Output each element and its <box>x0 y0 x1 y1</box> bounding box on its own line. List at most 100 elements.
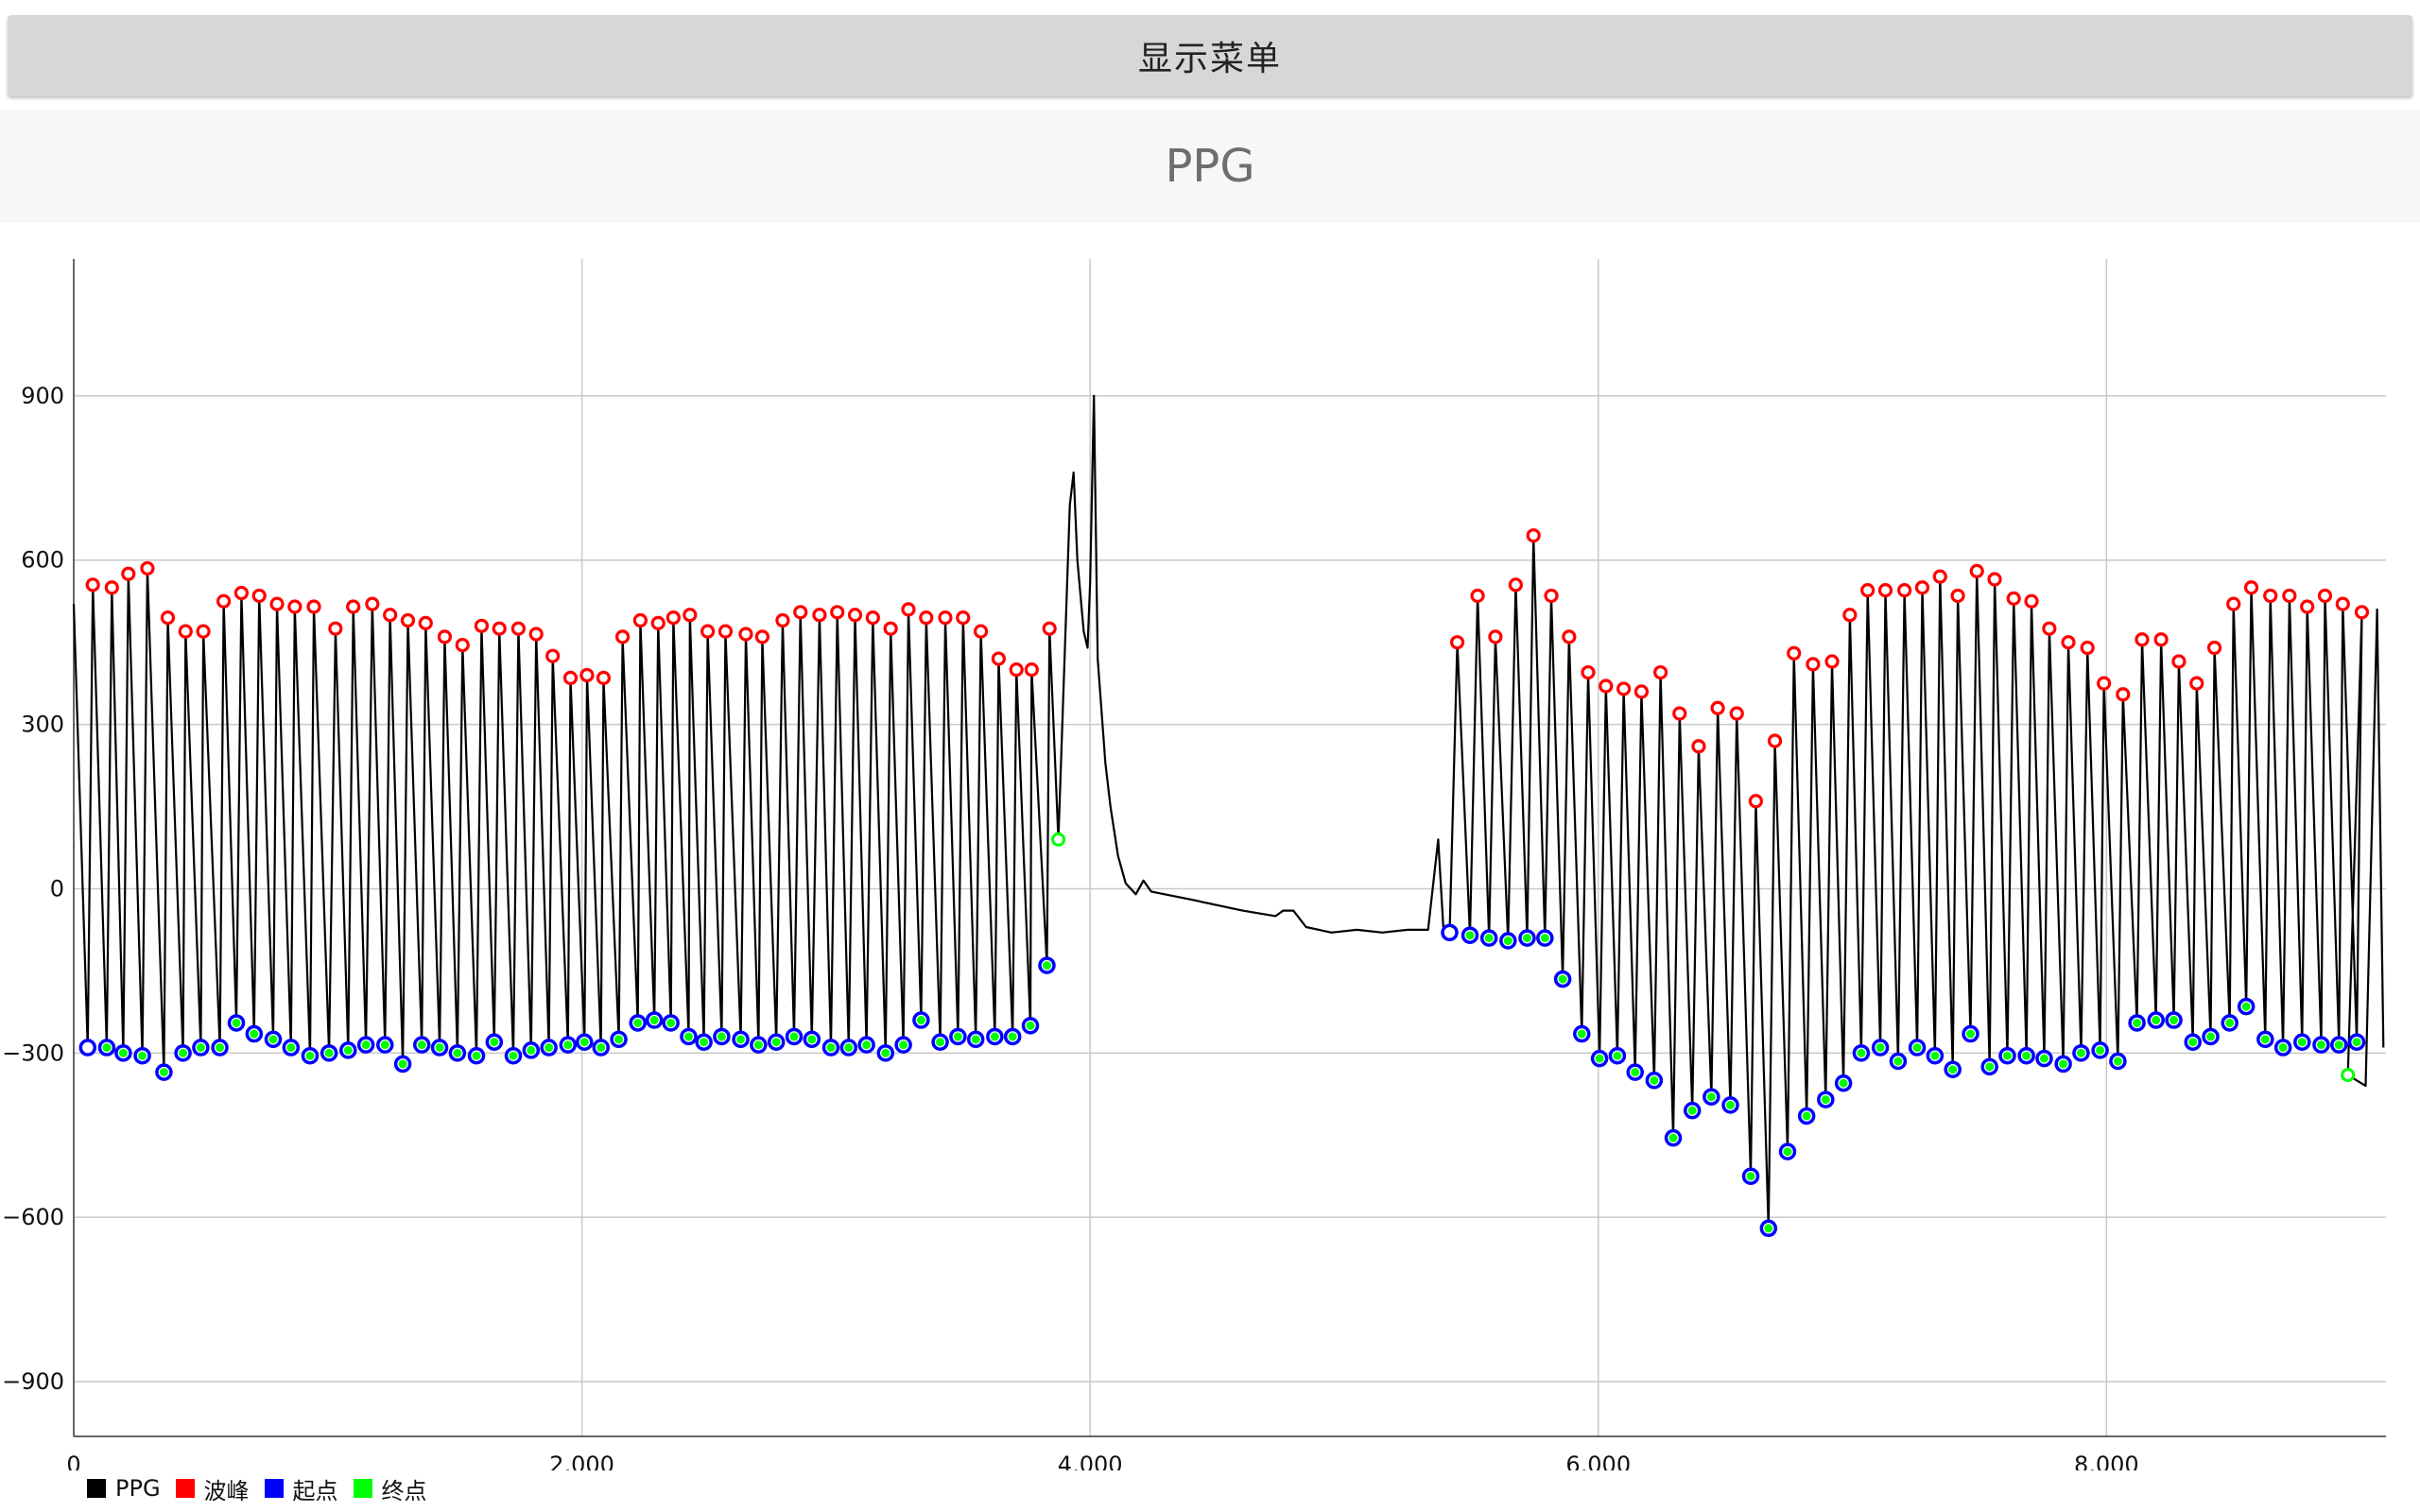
onset-marker[interactable] <box>1590 1049 1609 1068</box>
onset-marker[interactable] <box>821 1039 840 1057</box>
onset-marker[interactable] <box>78 1039 97 1057</box>
peak-marker[interactable] <box>1877 583 1893 598</box>
onset-marker[interactable] <box>1852 1044 1871 1062</box>
onset-marker[interactable] <box>966 1030 985 1049</box>
peak-marker[interactable] <box>1748 794 1763 809</box>
onset-marker[interactable] <box>2347 1033 2366 1051</box>
onset-marker[interactable] <box>857 1036 875 1054</box>
peak-marker[interactable] <box>1470 588 1485 604</box>
onset-marker[interactable] <box>174 1044 192 1062</box>
peak-marker[interactable] <box>2189 676 2204 691</box>
onset-marker[interactable] <box>912 1011 930 1029</box>
peak-marker[interactable] <box>700 624 716 639</box>
peak-marker[interactable] <box>1767 733 1783 748</box>
peak-marker[interactable] <box>216 593 232 609</box>
peak-marker[interactable] <box>1616 681 1632 696</box>
peak-marker[interactable] <box>1562 629 1577 644</box>
peak-marker[interactable] <box>847 608 863 623</box>
onset-marker[interactable] <box>2054 1055 2072 1074</box>
onset-marker[interactable] <box>1926 1046 1945 1065</box>
onset-marker[interactable] <box>2256 1030 2274 1049</box>
peak-marker[interactable] <box>383 608 398 623</box>
onset-marker[interactable] <box>610 1030 628 1049</box>
peak-marker[interactable] <box>1987 572 2002 587</box>
peak-marker[interactable] <box>1634 684 1650 699</box>
onset-marker[interactable] <box>2035 1049 2053 1068</box>
onset-marker[interactable] <box>1980 1057 1998 1076</box>
peak-marker[interactable] <box>2300 599 2315 614</box>
onset-marker[interactable] <box>1608 1046 1627 1065</box>
peak-marker[interactable] <box>418 615 433 630</box>
peak-marker[interactable] <box>1024 662 1039 678</box>
peak-marker[interactable] <box>1860 583 1876 598</box>
onset-marker[interactable] <box>1703 1088 1720 1106</box>
onset-marker[interactable] <box>876 1044 895 1062</box>
onset-marker[interactable] <box>430 1039 449 1057</box>
onset-marker[interactable] <box>522 1041 541 1059</box>
peak-marker[interactable] <box>2263 588 2278 604</box>
peak-marker[interactable] <box>306 599 321 614</box>
onset-marker[interactable] <box>1664 1128 1683 1147</box>
onset-marker[interactable] <box>894 1036 912 1054</box>
peak-marker[interactable] <box>2116 687 2131 702</box>
onset-marker[interactable] <box>732 1030 750 1049</box>
onset-marker[interactable] <box>155 1063 173 1081</box>
peak-marker[interactable] <box>2243 580 2259 595</box>
peak-marker[interactable] <box>812 608 827 623</box>
onset-marker[interactable] <box>767 1033 786 1051</box>
peak-marker[interactable] <box>991 651 1007 666</box>
onset-marker[interactable] <box>1021 1017 1040 1035</box>
onset-marker[interactable] <box>227 1014 246 1032</box>
peak-marker[interactable] <box>596 670 612 685</box>
onset-marker[interactable] <box>245 1024 264 1043</box>
peak-marker[interactable] <box>754 629 770 644</box>
peak-marker[interactable] <box>1914 580 1930 595</box>
legend-item-onset[interactable]: 起点 <box>264 1472 338 1505</box>
peak-marker[interactable] <box>2097 676 2112 691</box>
onset-marker[interactable] <box>264 1030 283 1049</box>
peak-marker[interactable] <box>160 610 176 626</box>
onset-marker[interactable] <box>629 1014 647 1032</box>
peak-marker[interactable] <box>1488 629 1503 644</box>
onset-marker[interactable] <box>750 1036 768 1054</box>
onset-marker[interactable] <box>1441 923 1459 942</box>
onset-marker[interactable] <box>114 1044 132 1062</box>
peak-marker[interactable] <box>1581 664 1596 680</box>
onset-marker[interactable] <box>2312 1036 2330 1054</box>
peak-marker[interactable] <box>437 629 453 644</box>
onset-marker[interactable] <box>2017 1046 2035 1065</box>
onset-marker[interactable] <box>97 1039 116 1057</box>
onset-marker[interactable] <box>192 1039 210 1057</box>
onset-marker[interactable] <box>1908 1039 1927 1057</box>
onset-marker[interactable] <box>2293 1033 2311 1051</box>
onset-marker[interactable] <box>1962 1024 1979 1043</box>
peak-marker[interactable] <box>901 602 916 617</box>
onset-marker[interactable] <box>1479 929 1498 947</box>
peak-marker[interactable] <box>2206 640 2222 656</box>
peak-marker[interactable] <box>2282 588 2297 604</box>
onset-marker[interactable] <box>1626 1063 1644 1081</box>
peak-marker[interactable] <box>865 610 880 626</box>
peak-marker[interactable] <box>1969 563 1984 578</box>
onset-marker[interactable] <box>592 1039 610 1057</box>
peak-marker[interactable] <box>830 605 845 620</box>
peak-marker[interactable] <box>2153 632 2169 647</box>
legend-item-ppg[interactable]: PPG <box>87 1475 161 1502</box>
onset-marker[interactable] <box>1536 929 1554 947</box>
ppg-chart[interactable]: 0 2,000 4,000 6,000 8,000 −900 −600 −300 0 300 600… <box>0 223 2420 1470</box>
peak-marker[interactable] <box>2061 635 2076 650</box>
peak-marker[interactable] <box>346 599 361 614</box>
onset-marker[interactable] <box>1038 956 1056 974</box>
peak-marker[interactable] <box>287 599 302 614</box>
peak-marker[interactable] <box>233 585 250 601</box>
peak-marker[interactable] <box>1653 664 1668 680</box>
peak-marker[interactable] <box>178 624 193 639</box>
peak-marker[interactable] <box>1950 588 1965 604</box>
peak-marker[interactable] <box>2024 593 2039 609</box>
onset-marker[interactable] <box>1721 1096 1739 1114</box>
peak-marker[interactable] <box>400 612 416 628</box>
peak-marker[interactable] <box>140 560 155 576</box>
end-marker[interactable] <box>2341 1068 2356 1083</box>
peak-marker[interactable] <box>614 629 631 644</box>
peak-marker[interactable] <box>2006 591 2021 606</box>
